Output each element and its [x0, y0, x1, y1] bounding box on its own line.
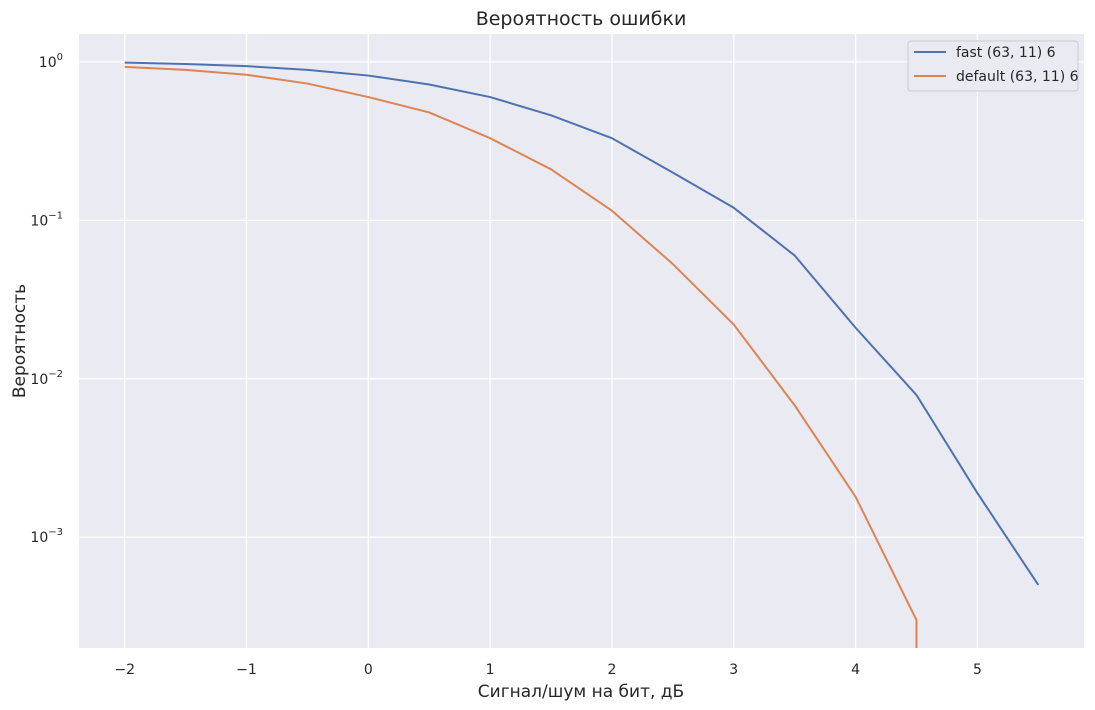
- y-tick-label: 10−2: [30, 369, 63, 388]
- x-tick-labels: −2 −1 0 1 2 3 4 5: [114, 662, 982, 678]
- y-tick-base: 10: [39, 55, 57, 71]
- series-lines: [124, 61, 1040, 648]
- legend-box: [907, 40, 1079, 92]
- y-tick-label: 10−1: [30, 210, 63, 229]
- x-tick-label: −2: [114, 662, 135, 678]
- x-tick-label: 4: [851, 662, 860, 678]
- legend-label-default: default (63, 11) 6: [956, 69, 1079, 85]
- x-tick-label: 2: [607, 662, 616, 678]
- grid: [79, 34, 1084, 648]
- x-tick-label: 1: [486, 662, 495, 678]
- legend-label-fast: fast (63, 11) 6: [956, 45, 1056, 61]
- x-tick-label: 3: [729, 662, 738, 678]
- y-axis-label: Вероятность: [10, 284, 30, 398]
- y-tick-label: 10−3: [30, 527, 63, 546]
- y-tick-exp: −2: [48, 369, 63, 380]
- legend: fast (63, 11) 6 default (63, 11) 6: [907, 40, 1079, 92]
- chart-title: Вероятность ошибки: [476, 8, 687, 30]
- x-tick-label: 5: [973, 662, 982, 678]
- y-tick-label: 100: [39, 52, 63, 71]
- y-tick-exp: −1: [48, 210, 63, 221]
- y-tick-base: 10: [30, 530, 48, 546]
- series-line-1: [124, 65, 918, 648]
- x-axis-label: Сигнал/шум на бит, дБ: [478, 682, 684, 702]
- x-tick-label: −1: [236, 662, 257, 678]
- y-tick-exp: 0: [57, 52, 63, 63]
- x-tick-label: 0: [364, 662, 373, 678]
- y-tick-base: 10: [30, 372, 48, 388]
- series-line-0: [124, 61, 1040, 586]
- y-tick-base: 10: [30, 213, 48, 229]
- y-tick-exp: −3: [48, 527, 63, 538]
